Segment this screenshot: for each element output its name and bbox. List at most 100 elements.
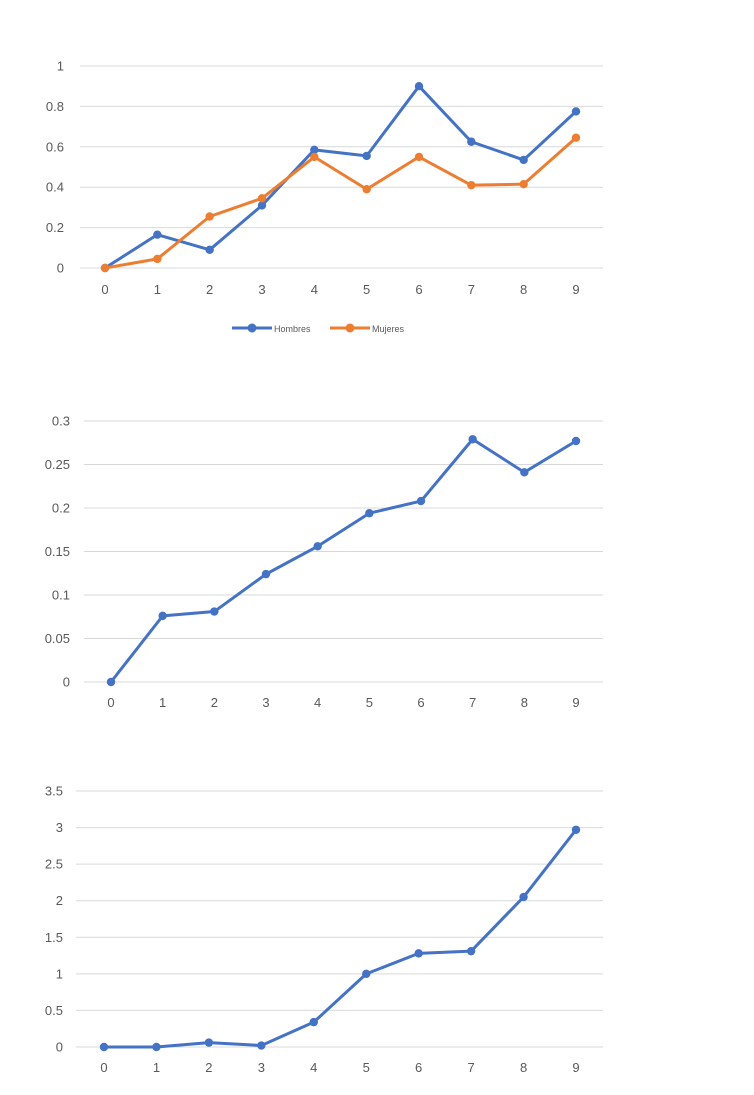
x-tick-label: 6: [415, 282, 422, 297]
data-point-mujeres: [153, 254, 162, 264]
x-tick-label: 2: [206, 282, 213, 297]
legend-label: Mujeres: [372, 324, 405, 334]
x-tick-label: 0: [100, 1060, 107, 1075]
data-point-mujeres: [362, 185, 371, 194]
series-line: [109, 437, 578, 684]
data-point: [99, 1042, 109, 1052]
y-tick-label: 0.2: [52, 501, 70, 516]
y-tick-label: 0.05: [45, 631, 70, 646]
data-point: [466, 946, 476, 956]
x-tick-label: 4: [311, 282, 318, 297]
x-tick-label: 3: [258, 1060, 265, 1075]
y-tick-label: 2: [56, 893, 63, 908]
data-point: [204, 1038, 214, 1047]
data-point-mujeres: [571, 133, 581, 142]
series-line: [102, 828, 578, 1049]
data-point: [519, 892, 528, 902]
legend-label: Hombres: [274, 324, 311, 334]
data-point: [414, 949, 423, 958]
y-tick-label: 0: [63, 675, 70, 690]
data-point: [309, 1017, 318, 1027]
x-tick-label: 2: [211, 695, 218, 710]
y-tick-label: 3.5: [45, 784, 63, 799]
x-tick-label: 4: [310, 1060, 317, 1075]
data-point-hombres: [153, 230, 162, 239]
y-tick-label: 3: [56, 820, 63, 835]
legend-marker: [247, 323, 257, 333]
x-tick-label: 7: [468, 282, 475, 297]
x-tick-label: 8: [521, 695, 528, 710]
data-point-hombres: [414, 82, 424, 91]
data-point-hombres: [571, 107, 581, 116]
y-tick-label: 0.5: [45, 1003, 63, 1018]
y-tick-label: 0.8: [46, 99, 64, 114]
y-tick-label: 1: [56, 966, 63, 981]
y-tick-label: 0: [56, 1040, 63, 1055]
data-point: [362, 969, 371, 979]
y-tick-label: 0: [57, 261, 64, 276]
data-point-mujeres: [467, 180, 476, 190]
data-point-hombres: [362, 151, 371, 161]
y-tick-label: 1: [57, 59, 64, 74]
x-tick-label: 3: [262, 695, 269, 710]
x-tick-label: 0: [107, 695, 114, 710]
data-point-hombres: [310, 145, 319, 155]
x-tick-label: 5: [363, 1060, 370, 1075]
x-tick-label: 6: [417, 695, 424, 710]
data-point: [520, 468, 529, 477]
y-tick-label: 0.4: [46, 180, 64, 195]
x-tick-label: 1: [159, 695, 166, 710]
data-point: [571, 825, 581, 834]
data-point: [571, 436, 581, 446]
x-tick-label: 0: [101, 282, 108, 297]
data-point-mujeres: [414, 152, 424, 162]
data-point-hombres: [467, 137, 476, 146]
y-tick-label: 1.5: [45, 930, 63, 945]
x-tick-label: 8: [520, 1060, 527, 1075]
data-point-hombres: [205, 245, 214, 255]
data-point: [158, 611, 167, 621]
x-tick-label: 7: [469, 695, 476, 710]
data-point: [152, 1042, 161, 1052]
data-point-mujeres: [519, 179, 528, 189]
chart-2: 0 0.05 0.1 0.15 0.2 0.25 0.3 0 1 2 3 4 5 6 7 8 9: [45, 414, 603, 710]
data-point: [210, 607, 219, 616]
x-tick-label: 9: [572, 282, 579, 297]
x-tick-label: 2: [205, 1060, 212, 1075]
series-line-hombres: [103, 84, 578, 270]
x-tick-label: 6: [415, 1060, 422, 1075]
x-tick-label: 5: [366, 695, 373, 710]
x-tick-label: 7: [467, 1060, 474, 1075]
data-point: [313, 542, 322, 551]
y-tick-label: 0.3: [52, 414, 70, 429]
data-point: [365, 509, 374, 518]
data-point-hombres: [257, 201, 267, 210]
data-point: [257, 1041, 266, 1050]
chart-3: 0 0.5 1 1.5 2 2.5 3 3.5 0 1 2 3 4 5 6 7 8 9: [45, 784, 603, 1075]
data-point-mujeres: [100, 263, 110, 273]
y-tick-label: 0.2: [46, 220, 64, 235]
data-point-mujeres: [257, 194, 267, 203]
x-tick-label: 8: [520, 282, 527, 297]
x-tick-label: 1: [154, 282, 161, 297]
y-tick-label: 0.25: [45, 457, 70, 472]
series-line-mujeres: [103, 136, 578, 270]
x-tick-label: 4: [314, 695, 321, 710]
x-tick-label: 9: [572, 695, 579, 710]
data-point-hombres: [519, 155, 528, 165]
data-point-mujeres: [205, 212, 214, 221]
x-tick-label: 5: [363, 282, 370, 297]
data-point: [106, 677, 116, 687]
x-tick-label: 1: [153, 1060, 160, 1075]
legend-marker: [345, 323, 355, 333]
data-point: [416, 496, 426, 506]
y-tick-label: 0.15: [45, 544, 70, 559]
data-point: [261, 569, 271, 579]
y-tick-label: 0.1: [52, 588, 70, 603]
x-tick-label: 9: [572, 1060, 579, 1075]
chart-1-hombres-mujeres: 0 0.2 0.4 0.6 0.8 1 0 1 2 3 4 5 6 7 8 9 Hombres Mujeres: [46, 59, 603, 334]
x-tick-label: 3: [258, 282, 265, 297]
y-tick-label: 2.5: [45, 857, 63, 872]
data-point: [468, 435, 477, 444]
